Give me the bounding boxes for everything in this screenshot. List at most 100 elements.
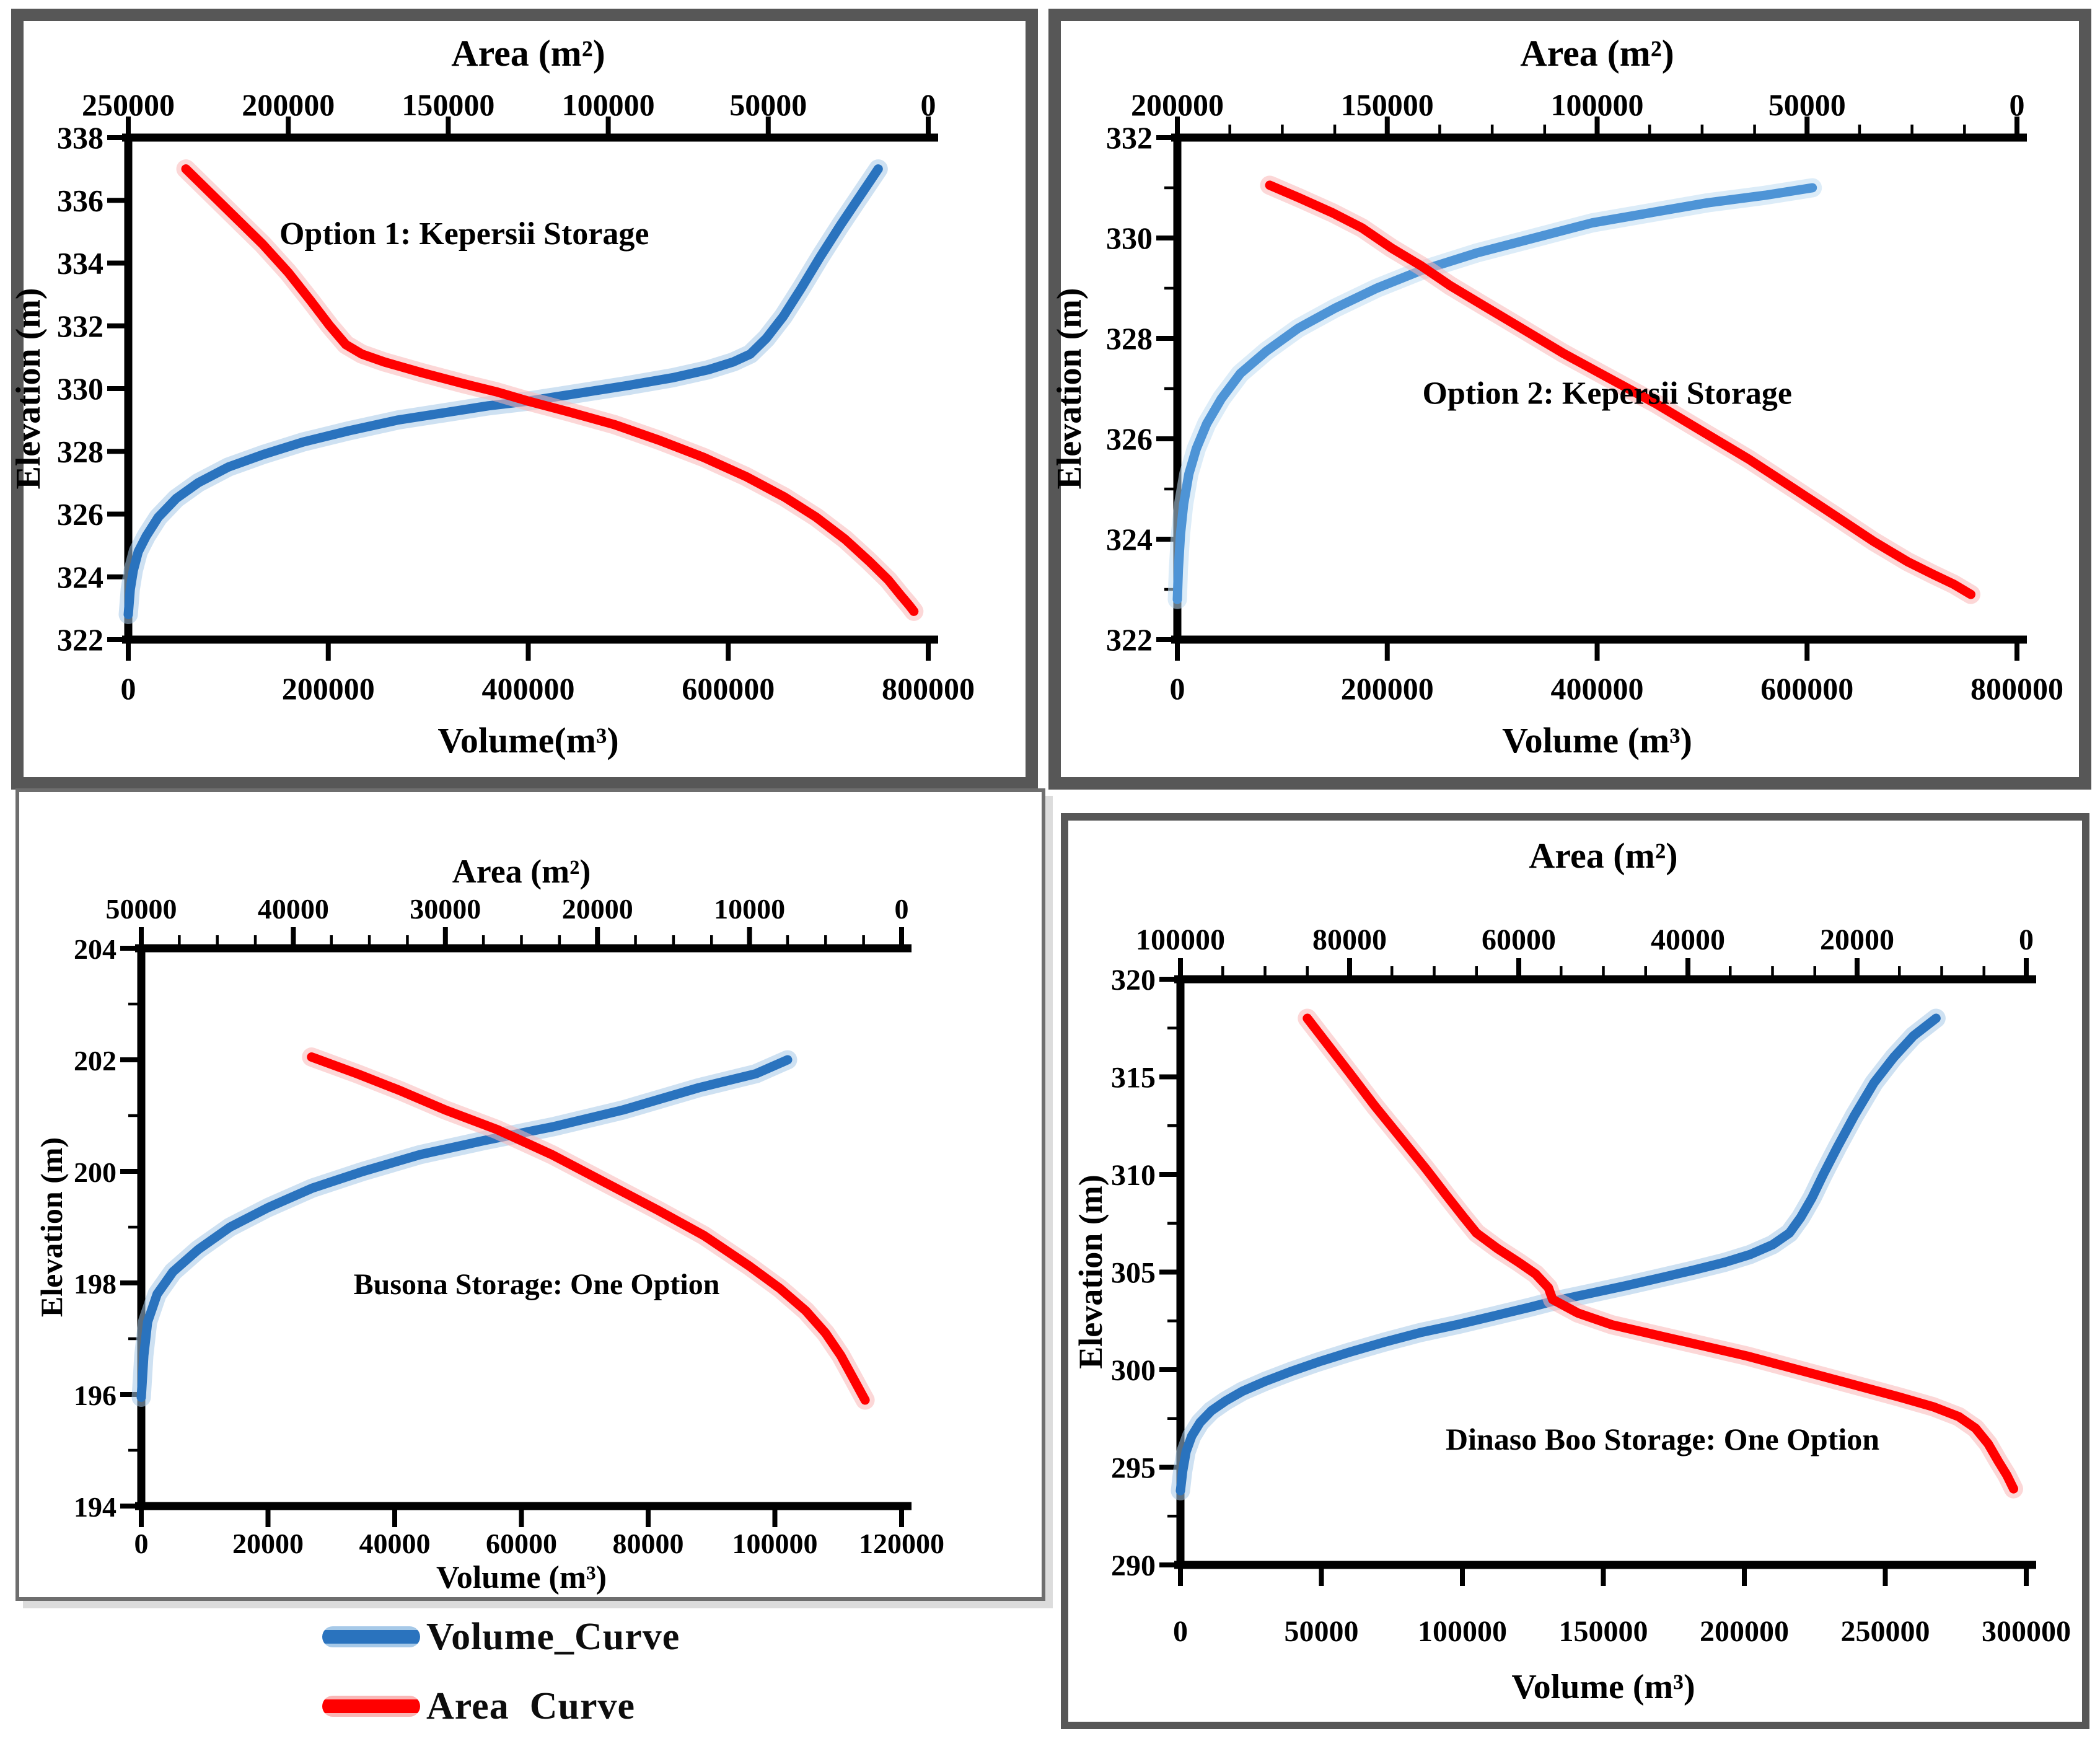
left-tick-label: 324: [57, 560, 103, 594]
left-tick-label: 198: [74, 1268, 116, 1300]
left-tick-label: 200: [74, 1156, 116, 1188]
axis-lines: [135, 944, 912, 1510]
bottom-tick-label: 40000: [359, 1528, 431, 1559]
left-tick-label: 328: [1106, 321, 1153, 356]
legend-item-area-curve: Area Curve: [322, 1680, 680, 1733]
bottom-tick-label: 50000: [1285, 1615, 1359, 1648]
top-tick-label: 0: [2019, 923, 2034, 956]
left-tick-label: 324: [1106, 522, 1153, 557]
left-tick-label: 330: [1106, 221, 1153, 255]
top-tick-label: 40000: [258, 893, 329, 925]
bottom-tick-label: 600000: [1760, 671, 1853, 706]
chart-c3: 50000 40000 30000 20000 10000 00 20000 40000 600…: [34, 853, 944, 1595]
left-tick-label: 305: [1111, 1257, 1156, 1290]
tick-labels: 250000 200000 150000 100000 50000 0 0 200000 400…: [57, 87, 975, 706]
left-tick-label: 204: [74, 933, 116, 965]
ticks: [107, 117, 931, 661]
axis-lines: [122, 133, 938, 644]
plot-title: Busona Storage: One Option: [354, 1268, 720, 1301]
top-tick-label: 100000: [1136, 923, 1225, 956]
left-axis-title: Elevation (m): [1050, 288, 1089, 489]
bottom-tick-label: 100000: [1418, 1615, 1507, 1648]
bottom-axis-title: Volume (m³): [1511, 1668, 1695, 1706]
top-tick-label: 150000: [1341, 87, 1434, 122]
bottom-tick-label: 0: [121, 671, 136, 706]
top-tick-label: 20000: [1820, 923, 1894, 956]
left-tick-label: 330: [57, 371, 103, 406]
bottom-tick-label: 200000: [1341, 671, 1434, 706]
plot-title: Option 2: Kepersii Storage: [1423, 376, 1793, 411]
volume-curve-path: [1175, 1013, 1941, 1496]
bottom-tick-label: 100000: [732, 1528, 818, 1559]
axis-lines: [1174, 975, 2036, 1569]
top-tick-label: 100000: [562, 87, 655, 122]
bottom-tick-label: 0: [1170, 671, 1185, 706]
left-tick-label: 196: [74, 1380, 116, 1411]
area-curve-path: [1303, 1013, 2018, 1494]
panel-dinaso-boo-storage: [1061, 813, 2089, 1729]
plot-title: Dinaso Boo Storage: One Option: [1446, 1422, 1879, 1456]
bottom-tick-label: 120000: [859, 1528, 944, 1559]
legend: Volume_Curve Area Curve: [322, 1610, 680, 1749]
volume-curve-path: [1172, 183, 1817, 604]
tick-labels: 50000 40000 30000 20000 10000 00 20000 40000 600…: [74, 893, 944, 1559]
legend-label-volume-curve: Volume_Curve: [426, 1615, 680, 1658]
left-tick-label: 332: [1106, 120, 1153, 155]
area-curve-swatch: [322, 1696, 420, 1717]
top-axis-title: Area (m²): [452, 853, 591, 890]
bottom-tick-label: 400000: [1551, 671, 1644, 706]
tick-labels: 100000 80000 60000 40000 20000 00 50000 100000 1…: [1111, 923, 2071, 1648]
panel-busona-storage: [15, 788, 1045, 1601]
top-tick-label: 60000: [1482, 923, 1556, 956]
left-axis-title: Elevation (m): [9, 288, 48, 489]
top-tick-label: 50000: [1768, 87, 1846, 122]
top-tick-label: 100000: [1551, 87, 1644, 122]
bottom-axis-title: Volume(m³): [437, 720, 618, 760]
top-tick-label: 50000: [729, 87, 807, 122]
left-tick-label: 202: [74, 1045, 116, 1077]
left-tick-label: 315: [1111, 1062, 1156, 1095]
volume-curve-path: [123, 164, 883, 619]
volume-curve-swatch: [322, 1626, 420, 1647]
left-tick-label: 310: [1111, 1159, 1156, 1192]
left-tick-label: 295: [1111, 1452, 1156, 1485]
bottom-axis-title: Volume (m³): [1502, 720, 1692, 760]
bottom-tick-label: 200000: [1700, 1615, 1789, 1648]
bottom-tick-label: 80000: [613, 1528, 684, 1559]
area-curve-path: [307, 1052, 870, 1405]
left-tick-label: 328: [57, 434, 103, 469]
bottom-tick-label: 400000: [482, 671, 575, 706]
left-tick-label: 320: [1111, 964, 1156, 997]
chart-c1: 250000 200000 150000 100000 50000 0 0 200000 400…: [9, 33, 975, 760]
top-tick-label: 150000: [402, 87, 494, 122]
bottom-tick-label: 600000: [682, 671, 775, 706]
bottom-tick-label: 20000: [232, 1528, 304, 1559]
top-tick-label: 0: [895, 893, 909, 925]
top-tick-label: 200000: [1131, 87, 1224, 122]
bottom-tick-label: 60000: [486, 1528, 557, 1559]
left-tick-label: 322: [57, 622, 103, 657]
left-tick-label: 194: [74, 1491, 116, 1523]
left-tick-label: 338: [57, 120, 103, 155]
top-tick-label: 10000: [714, 893, 785, 925]
left-tick-label: 336: [57, 183, 103, 218]
left-tick-label: 332: [57, 309, 103, 343]
bottom-tick-label: 200000: [282, 671, 375, 706]
top-tick-label: 80000: [1312, 923, 1387, 956]
left-tick-label: 326: [1106, 421, 1153, 456]
left-axis-title: Elevation (m): [34, 1137, 69, 1317]
top-axis-title: Area (m²): [1529, 835, 1677, 876]
top-tick-label: 30000: [410, 893, 481, 925]
left-tick-label: 334: [57, 246, 103, 281]
top-axis-title: Area (m²): [1520, 33, 1674, 74]
left-tick-label: 290: [1111, 1549, 1156, 1582]
left-tick-label: 300: [1111, 1354, 1156, 1387]
top-axis-title: Area (m²): [451, 33, 605, 74]
bottom-tick-label: 150000: [1559, 1615, 1648, 1648]
volume-curve-path: [136, 1055, 793, 1402]
bottom-axis-title: Volume (m³): [436, 1560, 607, 1595]
left-tick-label: 322: [1106, 622, 1153, 657]
area-curve-path: [1265, 180, 1975, 599]
top-tick-label: 200000: [242, 87, 335, 122]
